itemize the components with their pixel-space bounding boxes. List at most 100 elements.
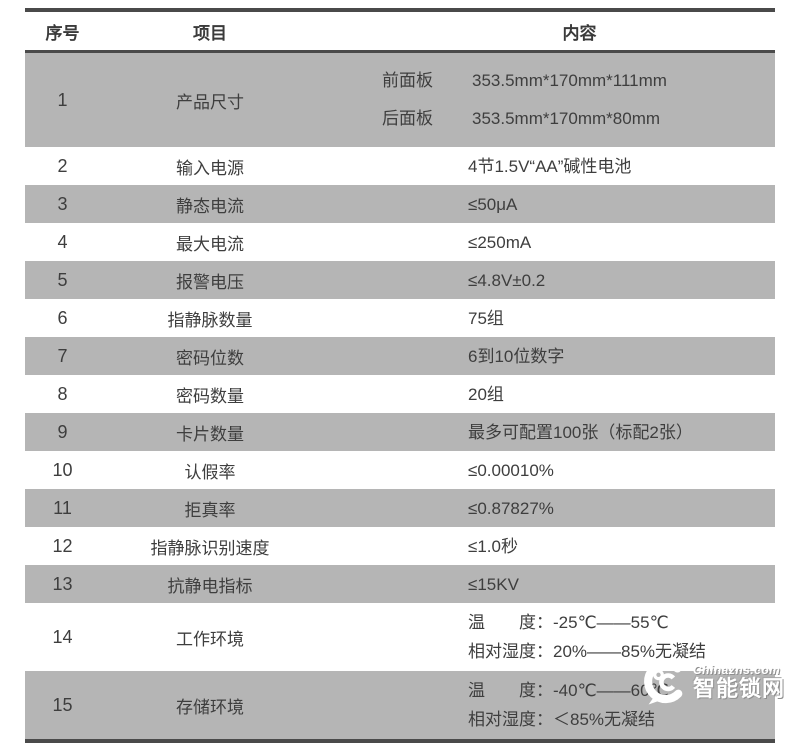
content-value: ≤1.0秒 (468, 536, 518, 556)
content-value: 353.5mm*170mm*80mm (472, 109, 661, 128)
content-cell: ≤4.8V±0.2 (320, 266, 775, 295)
table-row: 5 报警电压 ≤4.8V±0.2 (25, 261, 775, 299)
table-row: 1 产品尺寸 前面板 353.5mm*170mm*111mm 后面板 353.5mm*… (25, 53, 775, 147)
row-number-cell: 11 (53, 497, 72, 518)
content-line: 6到10位数字 (468, 342, 775, 371)
watermark-site-name: 智能锁网 (693, 675, 786, 701)
item-name-cell: 存储环境 (176, 697, 244, 717)
content-cell: 最多可配置100张（标配2张） (320, 418, 775, 447)
content-sub-label: 后面板 (382, 109, 433, 128)
item-name-cell: 工作环境 (176, 629, 244, 649)
item-name-cell: 卡片数量 (176, 424, 244, 444)
row-number-cell: 3 (57, 193, 68, 214)
content-cell: 温 度：-40℃——60℃ 相对湿度：＜85%无凝结 (320, 676, 775, 734)
content-line: ≤1.0秒 (468, 532, 775, 561)
item-name-cell: 输入电源 (176, 158, 244, 178)
row-number-cell: 8 (57, 383, 68, 404)
table-row: 2 输入电源 4节1.5V“AA”碱性电池 (25, 147, 775, 185)
content-cell: ≤0.87827% (320, 494, 775, 523)
table-row: 7 密码位数 6到10位数字 (25, 337, 775, 375)
item-name-cell: 指静脉识别速度 (150, 538, 270, 558)
content-line: 相对湿度：20%——85%无凝结 (468, 637, 775, 666)
table-row: 13 抗静电指标 ≤15KV (25, 565, 775, 603)
content-value: ≤4.8V±0.2 (468, 270, 546, 290)
row-number-cell: 13 (52, 573, 73, 594)
content-line: 前面板 353.5mm*170mm*111mm (382, 62, 775, 100)
content-cell: 前面板 353.5mm*170mm*111mm 后面板 353.5mm*170mm*8… (320, 62, 775, 138)
content-cell: 4节1.5V“AA”碱性电池 (320, 152, 775, 181)
table-row: 10 认假率 ≤0.00010% (25, 451, 775, 489)
table-row: 6 指静脉数量 75组 (25, 299, 775, 337)
content-value: 相对湿度：20%——85%无凝结 (468, 642, 707, 661)
content-cell: ≤50μA (320, 190, 775, 219)
content-cell: 20组 (320, 380, 775, 409)
table-row: 8 密码数量 20组 (25, 375, 775, 413)
content-value: 75组 (468, 308, 504, 328)
content-value: ≤0.00010% (468, 460, 554, 480)
content-value: 20组 (468, 384, 504, 404)
content-cell: 6到10位数字 (320, 342, 775, 371)
content-line: ≤0.87827% (468, 494, 775, 523)
content-value: ≤15KV (468, 574, 519, 594)
item-name-cell: 认假率 (184, 462, 236, 482)
content-value: 6到10位数字 (468, 346, 565, 366)
row-number-cell: 12 (52, 535, 73, 556)
content-value: ≤0.87827% (468, 498, 554, 518)
row-number-cell: 5 (57, 269, 68, 290)
row-number-cell: 10 (52, 459, 73, 480)
table-row: 4 最大电流 ≤250mA (25, 223, 775, 261)
item-name-cell: 密码位数 (176, 348, 244, 368)
row-number-cell: 7 (57, 345, 68, 366)
watermark-text: Chinazns.com 智能锁网 (693, 664, 785, 700)
row-number-cell: 6 (57, 307, 68, 328)
row-number-cell: 14 (52, 626, 73, 647)
content-value: ≤50μA (468, 194, 518, 214)
content-cell: ≤0.00010% (320, 456, 775, 485)
item-name-cell: 密码数量 (176, 386, 244, 406)
item-name-cell: 静态电流 (176, 196, 244, 216)
content-line: 温 度：-25℃——55℃ (468, 608, 775, 637)
header-item: 项目 (193, 23, 227, 43)
table-row: 14 工作环境 温 度：-25℃——55℃ 相对湿度：20%——85%无凝结 (25, 603, 775, 671)
item-name-cell: 拒真率 (184, 500, 236, 520)
table-body: 1 产品尺寸 前面板 353.5mm*170mm*111mm 后面板 353.5mm*… (25, 53, 775, 739)
content-value: 最多可配置100张（标配2张） (468, 422, 693, 442)
content-cell: 温 度：-25℃——55℃ 相对湿度：20%——85%无凝结 (320, 608, 775, 666)
watermark-cloud-logo-icon (644, 659, 683, 705)
content-value: 温 度：-40℃——60℃ (468, 681, 669, 700)
content-value: ≤250mA (468, 232, 532, 252)
content-line: 4节1.5V“AA”碱性电池 (468, 152, 775, 181)
table-row: 9 卡片数量 最多可配置100张（标配2张） (25, 413, 775, 451)
content-line: 温 度：-40℃——60℃ (468, 676, 775, 705)
content-line: ≤50μA (468, 190, 775, 219)
table-row: 12 指静脉识别速度 ≤1.0秒 (25, 527, 775, 565)
header-serial-number: 序号 (45, 23, 80, 43)
content-cell: ≤250mA (320, 228, 775, 257)
content-value: 353.5mm*170mm*111mm (472, 71, 667, 90)
row-number-cell: 1 (57, 89, 68, 110)
content-cell: 75组 (320, 304, 775, 333)
content-value: 相对湿度：＜85%无凝结 (468, 710, 656, 729)
content-line: ≤15KV (468, 570, 775, 599)
row-number-cell: 9 (57, 421, 68, 442)
item-name-cell: 指静脉数量 (167, 310, 253, 330)
table-header-row: 序号 项目 内容 (25, 12, 775, 53)
content-line: ≤250mA (468, 228, 775, 257)
content-value: 温 度：-25℃——55℃ (468, 613, 669, 632)
table-row: 3 静态电流 ≤50μA (25, 185, 775, 223)
content-line: ≤0.00010% (468, 456, 775, 485)
row-number-cell: 2 (57, 155, 68, 176)
item-name-cell: 抗静电指标 (167, 576, 253, 596)
content-line: ≤4.8V±0.2 (468, 266, 775, 295)
content-sub-label: 前面板 (382, 71, 433, 90)
content-cell: ≤1.0秒 (320, 532, 775, 561)
content-line: 后面板 353.5mm*170mm*80mm (382, 100, 775, 138)
item-name-cell: 报警电压 (176, 272, 244, 292)
watermark-site-url: Chinazns.com (693, 663, 781, 678)
spec-table: 序号 项目 内容 1 产品尺寸 前面板 353.5mm*170mm*111mm 后面… (25, 8, 775, 743)
content-line: 相对湿度：＜85%无凝结 (468, 705, 775, 734)
item-name-cell: 最大电流 (176, 234, 244, 254)
content-line: 最多可配置100张（标配2张） (468, 418, 775, 447)
item-name-cell: 产品尺寸 (176, 92, 244, 112)
content-line: 20组 (468, 380, 775, 409)
